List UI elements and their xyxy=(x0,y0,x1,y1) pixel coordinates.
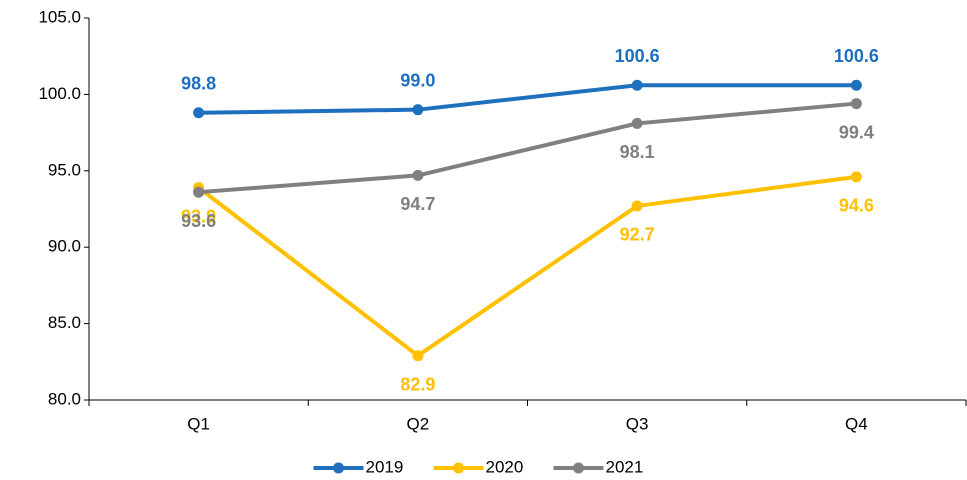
legend-label: 2020 xyxy=(486,457,524,476)
data-point xyxy=(412,350,424,362)
y-tick-label: 95.0 xyxy=(48,160,81,179)
series-line xyxy=(198,101,857,195)
value-label: 93.9 xyxy=(181,206,216,226)
x-tick-label: Q3 xyxy=(626,414,649,433)
data-point xyxy=(850,79,862,91)
y-tick-label: 85.0 xyxy=(48,313,81,332)
x-tick-label: Q4 xyxy=(845,414,868,433)
data-point xyxy=(631,79,643,91)
y-tick-label: 100.0 xyxy=(38,84,81,103)
data-point xyxy=(412,104,424,116)
data-point xyxy=(412,169,424,181)
value-label: 98.8 xyxy=(181,73,216,93)
legend-marker xyxy=(333,462,344,474)
legend-marker xyxy=(573,462,584,474)
legend-label: 2021 xyxy=(606,457,644,476)
data-point xyxy=(193,107,205,119)
value-label: 100.6 xyxy=(615,46,660,66)
value-label: 98.1 xyxy=(620,142,655,162)
y-tick-label: 90.0 xyxy=(48,237,81,256)
data-point xyxy=(850,98,862,110)
x-tick-label: Q2 xyxy=(407,414,430,433)
value-label: 93.6 xyxy=(181,211,216,231)
value-label: 99.0 xyxy=(400,70,435,90)
value-label: 94.7 xyxy=(400,194,435,214)
y-tick-label: 105.0 xyxy=(38,7,81,26)
value-label: 92.7 xyxy=(620,225,655,245)
value-label: 100.6 xyxy=(834,46,879,66)
x-tick-label: Q1 xyxy=(187,414,210,433)
data-point xyxy=(850,171,862,183)
value-label: 99.4 xyxy=(839,122,874,142)
data-point xyxy=(193,186,205,198)
value-label: 82.9 xyxy=(400,374,435,394)
value-label: 94.6 xyxy=(839,196,874,216)
data-point xyxy=(631,117,643,129)
legend-label: 2019 xyxy=(366,457,404,476)
legend-marker xyxy=(453,462,464,474)
y-tick-label: 80.0 xyxy=(48,389,81,408)
data-point xyxy=(631,200,643,212)
series-line xyxy=(198,83,857,115)
series-line xyxy=(197,174,857,358)
